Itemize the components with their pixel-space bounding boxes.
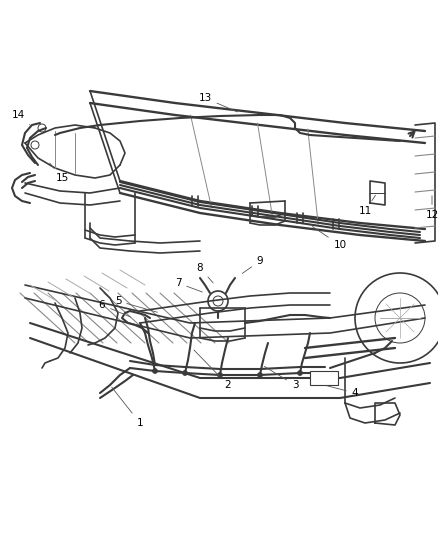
Text: 3: 3 <box>265 367 298 390</box>
Text: 8: 8 <box>197 263 213 283</box>
Circle shape <box>297 370 303 376</box>
Circle shape <box>183 370 187 376</box>
Text: 5: 5 <box>115 296 157 312</box>
Circle shape <box>258 373 262 377</box>
FancyBboxPatch shape <box>310 371 338 385</box>
Text: 7: 7 <box>175 278 202 292</box>
Text: 15: 15 <box>50 163 69 183</box>
Text: 9: 9 <box>242 256 263 273</box>
Circle shape <box>152 368 158 374</box>
Text: 14: 14 <box>11 110 30 125</box>
Text: 13: 13 <box>198 93 237 112</box>
Circle shape <box>218 373 223 377</box>
Text: 4: 4 <box>327 386 358 398</box>
Text: 6: 6 <box>99 300 131 317</box>
Text: 12: 12 <box>425 196 438 220</box>
Text: 1: 1 <box>112 387 143 428</box>
Text: 10: 10 <box>312 227 346 250</box>
Text: 11: 11 <box>358 195 375 216</box>
Text: 2: 2 <box>194 350 231 390</box>
